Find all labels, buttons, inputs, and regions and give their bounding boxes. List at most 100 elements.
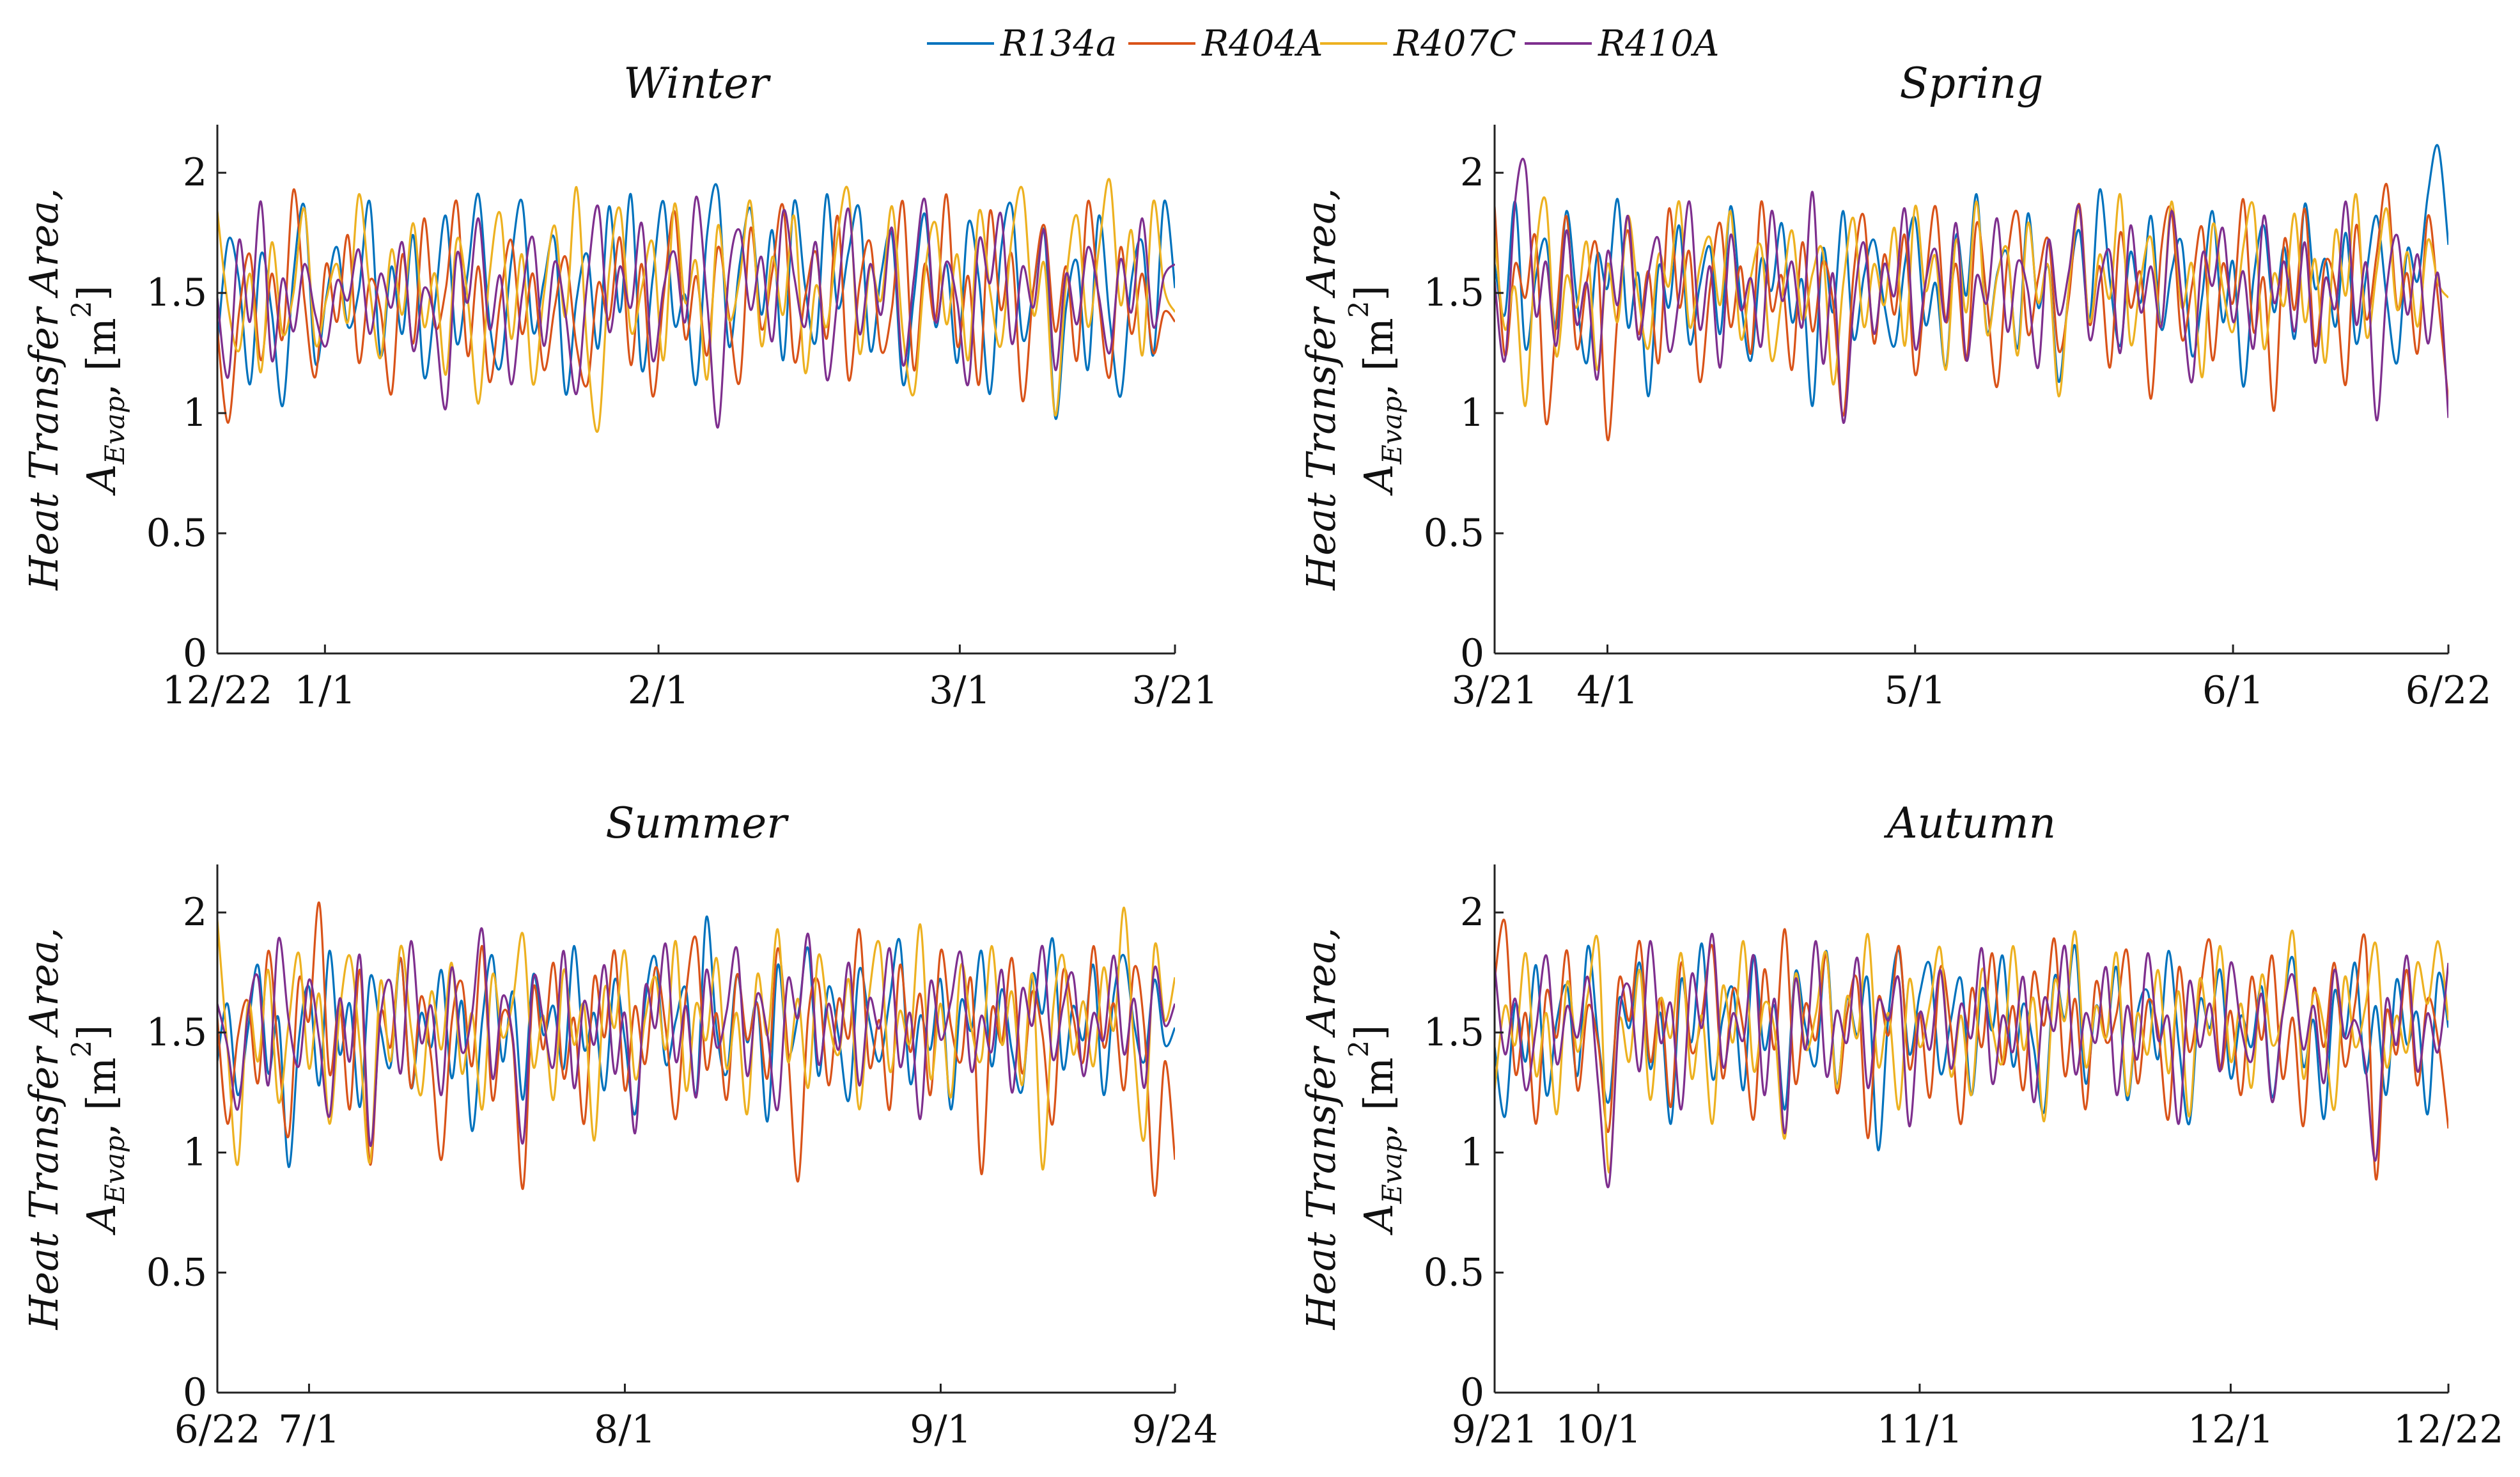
panel-title: Spring: [1900, 59, 2044, 108]
y-label-part: , [m: [1355, 318, 1402, 396]
y-label-part: ]: [1346, 285, 1393, 301]
y-label-part: , [m: [78, 318, 125, 396]
y-label-part: ]: [1346, 1025, 1393, 1040]
panel-title: Winter: [623, 59, 771, 108]
y-label-part: , [m: [78, 1058, 125, 1136]
series-line-r410a: [217, 196, 1175, 429]
y-label-part: ]: [69, 1025, 116, 1040]
series-line-r407c: [1495, 929, 2448, 1174]
panel-summer: Summer 0 0.5 1 1.5 2 6/22 7/1 8/1 9/1 9/24 Heat Tra…: [20, 799, 1218, 1452]
y-tick-label: 2: [183, 890, 207, 935]
y-axis-label-line2: AEvap, [m2]: [1343, 1025, 1408, 1235]
y-axis-label: Heat Transfer Area, AEvap, [m2]: [1298, 188, 1408, 591]
y-tick-label: 1.5: [146, 1010, 207, 1055]
y-axis-label-line1: Heat Transfer Area,: [20, 188, 67, 591]
y-label-part: 2: [1343, 301, 1374, 318]
y-tick-label: 0: [1460, 631, 1484, 676]
x-tick-label: 2/1: [628, 668, 690, 713]
series-line-r410a: [217, 927, 1175, 1147]
y-label-part: A: [1355, 464, 1402, 496]
y-axis-label: Heat Transfer Area, AEvap, [m2]: [1298, 928, 1408, 1331]
x-tick-label: 8/1: [594, 1407, 656, 1452]
y-axis-label-line2: AEvap, [m2]: [1343, 285, 1408, 496]
y-tick-label: 2: [1460, 150, 1484, 195]
y-axis-label-line2: AEvap, [m2]: [66, 1025, 130, 1235]
y-tick-label: 1.5: [146, 270, 207, 315]
panel-winter: Winter 0 0.5 1 1.5 2 12/22 1/1 2/1 3/1 3/21 Heat Tr…: [20, 59, 1218, 713]
series-line-r134a: [217, 915, 1175, 1168]
y-tick-label: 0: [183, 1370, 207, 1415]
y-tick-label: 0.5: [1424, 1250, 1484, 1295]
series-line-r404a: [1495, 918, 2448, 1181]
legend-label: R410A: [1598, 23, 1720, 65]
x-tick-label: 7/1: [278, 1407, 340, 1452]
y-tick-label: 1.5: [1424, 270, 1484, 315]
panel-title: Autumn: [1883, 799, 2056, 848]
series-line-r404a: [217, 188, 1175, 424]
y-tick-label: 0: [183, 631, 207, 676]
x-tick-label: 10/1: [1555, 1407, 1642, 1452]
legend-entry-r134a: R134a: [927, 23, 1117, 65]
x-tick-label: 3/1: [929, 668, 991, 713]
x-tick-label: 1/1: [294, 668, 356, 713]
y-label-part: 2: [1343, 1040, 1374, 1058]
x-tick-label: 4/1: [1576, 668, 1638, 713]
y-label-part: Evap: [99, 1136, 130, 1204]
x-tick-label: 9/24: [1132, 1407, 1218, 1452]
x-tick-label: 9/1: [910, 1407, 972, 1452]
x-tick-label: 9/21: [1452, 1407, 1538, 1452]
series-line-r410a: [1495, 933, 2448, 1189]
series-line-r410a: [1495, 157, 2448, 424]
y-tick-label: 1.5: [1424, 1010, 1484, 1055]
legend: R134a R404A R407C R410A: [927, 23, 1720, 65]
x-tick-label: 11/1: [1877, 1407, 1963, 1452]
x-tick-label: 3/21: [1452, 668, 1538, 713]
y-tick-label: 0.5: [146, 1250, 207, 1295]
y-axis-label: Heat Transfer Area, AEvap, [m2]: [20, 188, 130, 591]
y-tick-label: 1: [183, 391, 207, 435]
legend-label: R134a: [1000, 23, 1117, 65]
y-tick-label: 0.5: [1424, 511, 1484, 556]
y-label-part: A: [78, 464, 125, 496]
x-tick-label: 6/1: [2202, 668, 2264, 713]
x-tick-label: 6/22: [175, 1407, 261, 1452]
panel-spring: Spring 0 0.5 1 1.5 2 3/21 4/1 5/1 6/1 6/22 Heat Tra…: [1298, 59, 2491, 713]
series-group: [1495, 144, 2448, 442]
series-line-r407c: [217, 178, 1175, 433]
y-label-part: Evap: [99, 396, 130, 465]
y-tick-label: 1: [1460, 391, 1484, 435]
y-axis-label-line2: AEvap, [m2]: [66, 285, 130, 496]
y-label-part: 2: [66, 1040, 97, 1058]
y-tick-label: 1: [1460, 1130, 1484, 1175]
series-group: [1495, 918, 2448, 1189]
legend-label: R404A: [1201, 23, 1323, 65]
x-tick-label: 12/22: [162, 668, 273, 713]
y-label-part: , [m: [1355, 1058, 1402, 1136]
y-label-part: Evap: [1376, 1136, 1408, 1204]
y-tick-label: 1: [183, 1130, 207, 1175]
series-line-r407c: [1495, 193, 2448, 407]
y-tick-label: 0.5: [146, 511, 207, 556]
panel-title: Summer: [605, 799, 789, 848]
series-line-r404a: [1495, 182, 2448, 442]
y-label-part: 2: [66, 301, 97, 318]
series-line-r407c: [217, 906, 1175, 1171]
y-axis-label-line1: Heat Transfer Area,: [20, 928, 67, 1331]
legend-entry-r410a: R410A: [1525, 23, 1720, 65]
y-tick-label: 2: [183, 150, 207, 195]
x-tick-label: 6/22: [2406, 668, 2492, 713]
y-axis-label-line1: Heat Transfer Area,: [1298, 188, 1344, 591]
series-line-r404a: [217, 902, 1175, 1197]
y-tick-label: 0: [1460, 1370, 1484, 1415]
panel-autumn: Autumn 0 0.5 1 1.5 2 9/21 10/1 11/1 12/1 12/22 Heat…: [1298, 799, 2503, 1452]
x-tick-label: 12/1: [2188, 1407, 2274, 1452]
series-group: [217, 178, 1175, 433]
x-tick-label: 12/22: [2393, 1407, 2504, 1452]
legend-entry-r407c: R407C: [1320, 23, 1516, 65]
y-label-part: A: [1355, 1203, 1402, 1235]
y-label-part: A: [78, 1203, 125, 1235]
series-line-r134a: [1495, 144, 2448, 407]
legend-label: R407C: [1393, 23, 1516, 65]
x-tick-label: 3/21: [1132, 668, 1218, 713]
